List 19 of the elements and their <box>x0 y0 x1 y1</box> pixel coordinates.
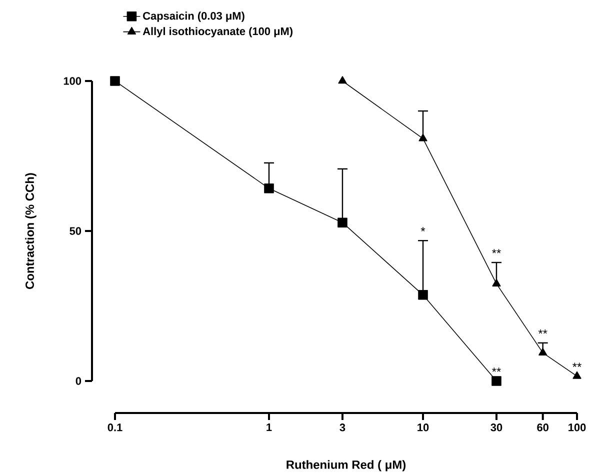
legend-label: Allyl isothiocyanate (100 μM) <box>142 27 292 38</box>
y-tick-label: 100 <box>64 77 82 85</box>
x-tick-label: 30 <box>490 424 502 432</box>
y-axis-title: Contraction (% CCh) <box>25 173 36 289</box>
x-tick-label: 10 <box>418 424 429 432</box>
y-tick-label: 50 <box>70 227 82 235</box>
x-tick-label: 0.1 <box>108 424 122 432</box>
annotation: ** <box>492 249 501 254</box>
annotation: ** <box>538 329 548 334</box>
x-tick-label: 3 <box>340 424 346 432</box>
x-tick-label: 60 <box>537 424 548 432</box>
annotation: * <box>420 227 426 232</box>
x-axis-title: Ruthenium Red ( μM) <box>286 460 406 472</box>
annotation: ** <box>572 362 582 367</box>
x-tick-label: 100 <box>568 424 586 432</box>
annotation: ** <box>492 368 501 372</box>
y-tick-label: 0 <box>76 377 82 385</box>
legend-label: Capsaicin (0.03 μM) <box>143 12 244 22</box>
x-tick-label: 1 <box>266 424 272 432</box>
